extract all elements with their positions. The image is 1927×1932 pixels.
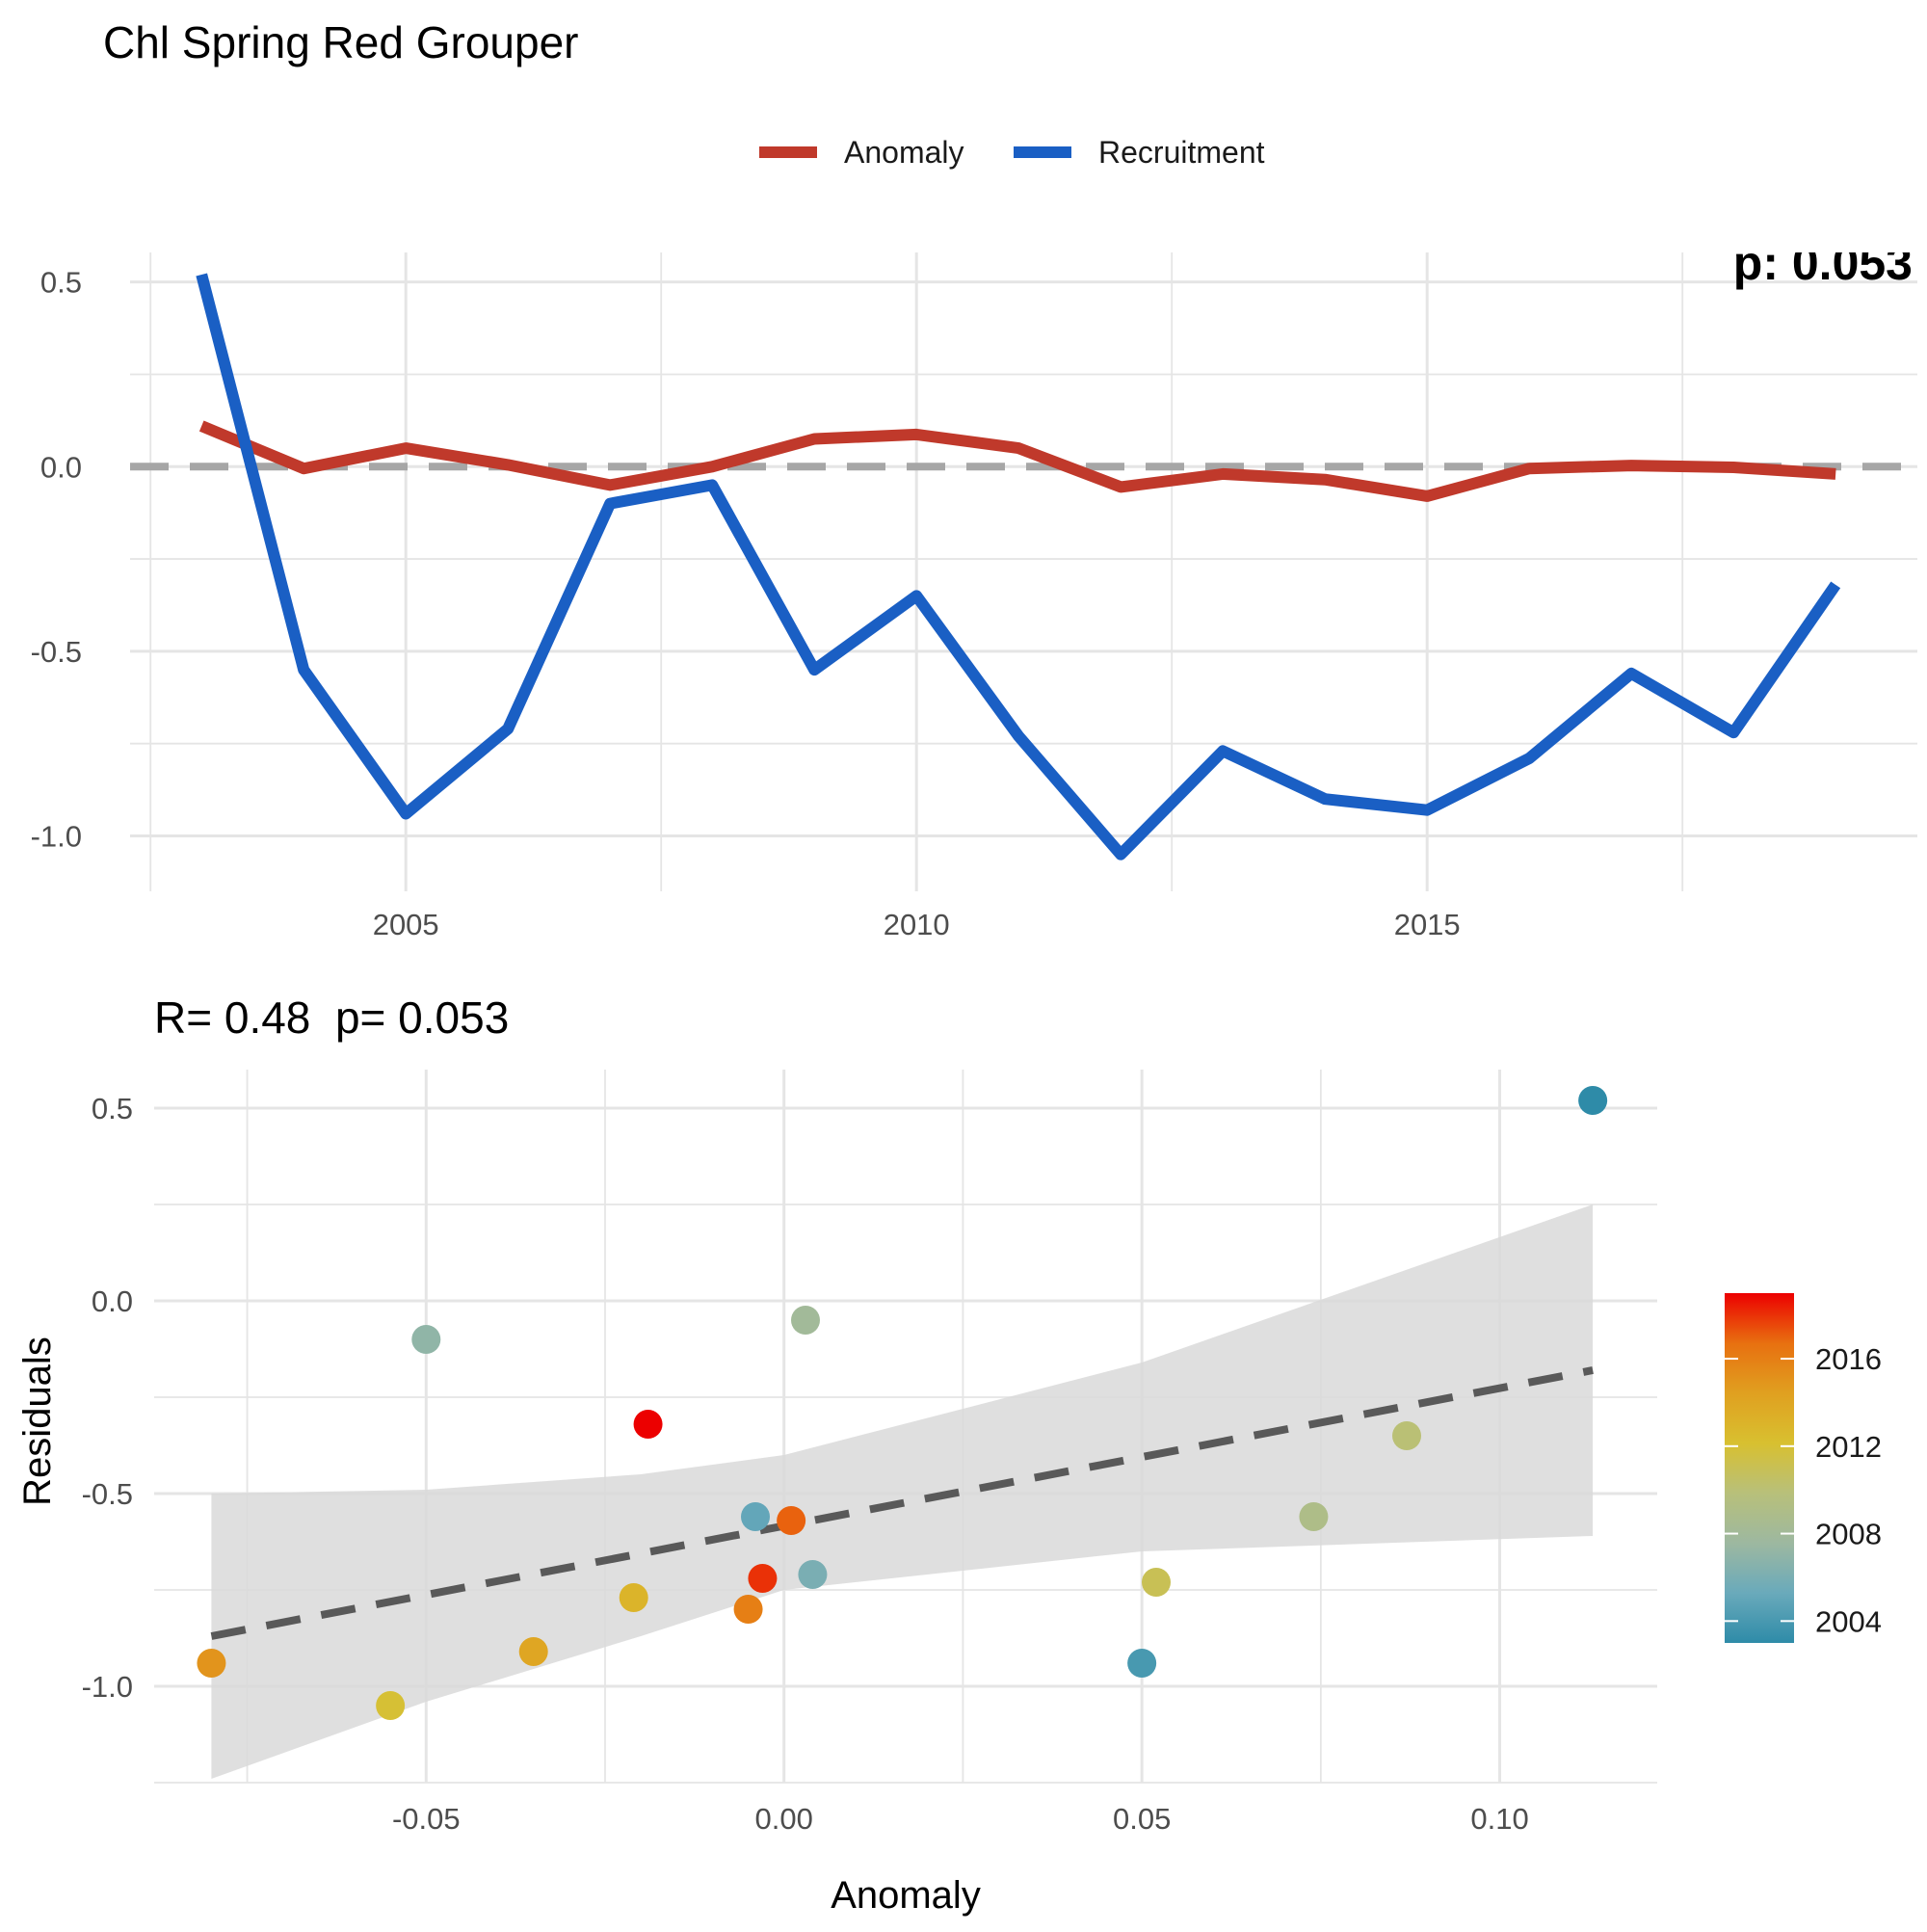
- scatter-point: [411, 1325, 441, 1354]
- scatter-point: [798, 1560, 828, 1589]
- x-tick-label: 0.10: [1470, 1802, 1528, 1836]
- bottom-scatter-panel: 0.5 0.0 -0.5 -1.0 -0.05 0.00 0.05 0.10: [82, 1070, 1657, 1836]
- y-tick-label: -0.5: [31, 635, 82, 669]
- year-colorbar: 2004 2008 2012 2016: [1725, 1293, 1882, 1643]
- x-tick-label: 0.00: [755, 1802, 813, 1836]
- y-tick-label: -1.0: [82, 1670, 133, 1704]
- scatter-point: [748, 1564, 778, 1593]
- x-tick-label: 2010: [884, 908, 950, 941]
- x-tick-label: 2015: [1394, 908, 1461, 941]
- y-tick-label: 0.5: [40, 266, 82, 300]
- scatter-point: [1299, 1502, 1329, 1531]
- y-tick-label: 0.5: [92, 1092, 133, 1125]
- scatter-point: [1392, 1421, 1421, 1450]
- scatter-point: [791, 1306, 820, 1335]
- colorbar-bar: [1725, 1293, 1794, 1643]
- scatter-point: [197, 1649, 226, 1678]
- legend-anomaly-label: Anomaly: [844, 135, 964, 170]
- colorbar-tick-label: 2008: [1815, 1518, 1882, 1551]
- colorbar-tick-label: 2012: [1815, 1430, 1882, 1464]
- x-tick-label: 0.05: [1113, 1802, 1171, 1836]
- x-tick-label: 2005: [373, 908, 439, 941]
- y-tick-label: -1.0: [31, 820, 82, 854]
- scatter-point: [376, 1691, 406, 1720]
- scatter-point: [777, 1506, 806, 1535]
- scatter-y-axis-label: Residuals: [16, 1337, 59, 1506]
- colorbar-tick-label: 2016: [1815, 1342, 1882, 1376]
- scatter-point: [733, 1595, 763, 1624]
- scatter-point: [1578, 1086, 1608, 1115]
- regression-fit-line: [210, 1366, 1594, 1640]
- top-legend: Anomaly Recruitment: [759, 135, 1265, 170]
- scatter-x-axis-label: Anomaly: [831, 1874, 981, 1917]
- confidence-ribbon: [211, 1204, 1594, 1779]
- scatter-point: [619, 1583, 648, 1612]
- y-tick-label: -0.5: [82, 1477, 133, 1511]
- scatter-point: [741, 1502, 770, 1531]
- colorbar-tick-label: 2004: [1815, 1604, 1882, 1638]
- scatter-point: [518, 1637, 548, 1666]
- figure-title: Chl Spring Red Grouper: [103, 17, 578, 67]
- x-tick-label: -0.05: [392, 1802, 461, 1836]
- corner-p-value-label: p: 0.053: [1733, 236, 1913, 290]
- series-line-anomaly: [198, 420, 1836, 502]
- y-tick-label: 0.0: [92, 1284, 133, 1318]
- scatter-title: R= 0.48 p= 0.053: [154, 992, 509, 1043]
- y-tick-label: 0.0: [40, 450, 82, 484]
- series-line-recruitment: [196, 273, 1841, 860]
- scatter-point: [633, 1410, 663, 1439]
- top-timeseries-panel: 0.5 0.0 -0.5 -1.0 2005 2010 2015 p: 0.053: [31, 236, 1917, 941]
- scatter-point: [1142, 1568, 1171, 1597]
- legend-recruitment-label: Recruitment: [1098, 135, 1265, 170]
- scatter-point: [1127, 1649, 1157, 1678]
